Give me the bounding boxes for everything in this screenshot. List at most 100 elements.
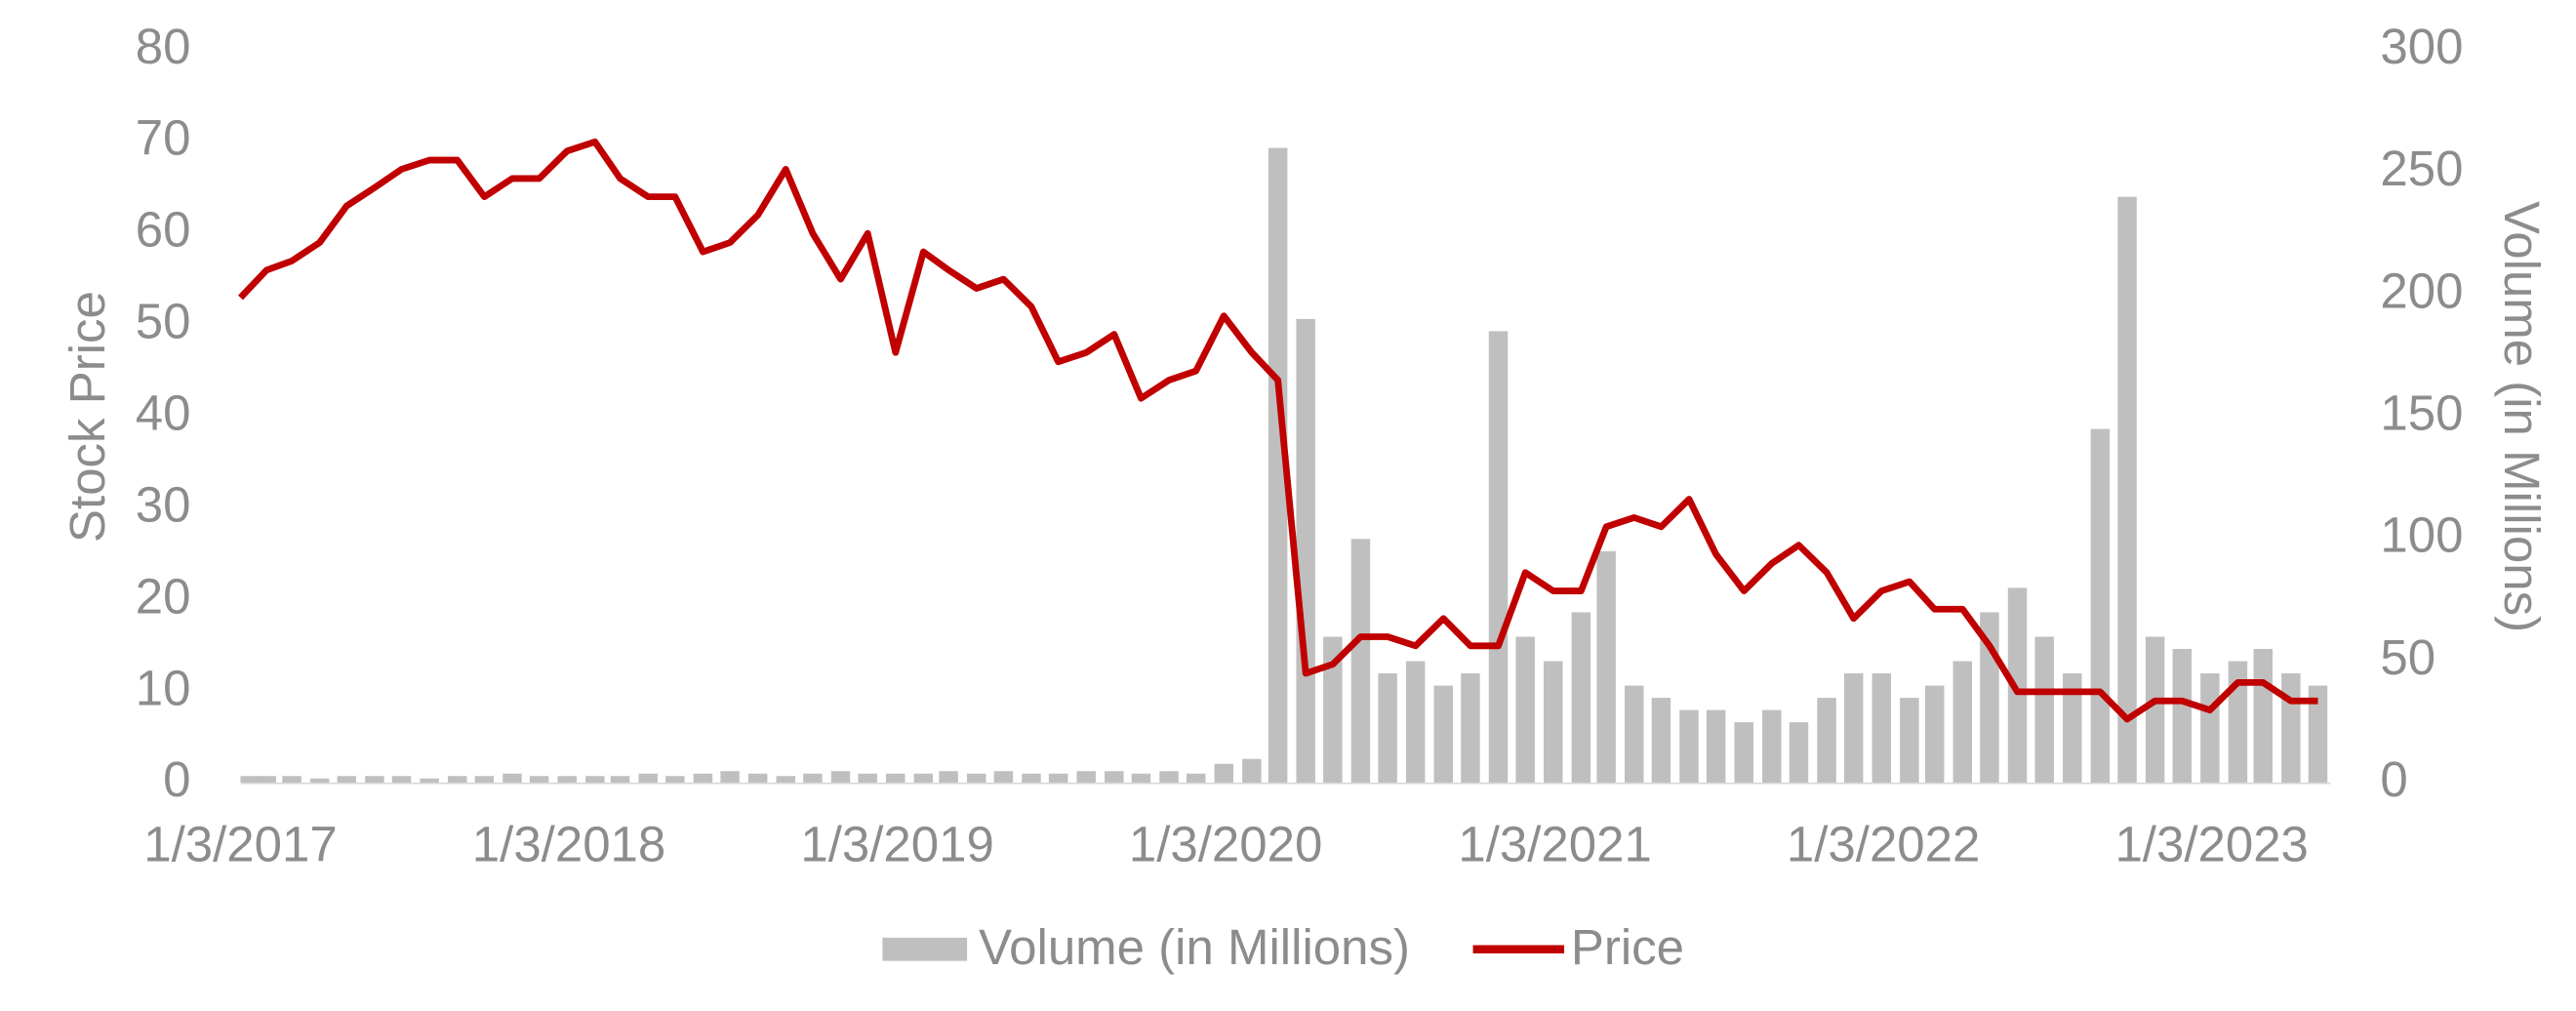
volume-bar: [365, 776, 384, 784]
price-line: [238, 138, 2318, 723]
volume-bar: [1131, 773, 1151, 784]
volume-bar: [913, 773, 934, 784]
y-tick-label: 50: [136, 294, 191, 349]
volume-bar: [665, 776, 685, 784]
legend-label: Volume (in Millions): [979, 919, 1410, 975]
volume-bar: [993, 771, 1014, 784]
volume-bar: [830, 771, 851, 784]
y2-tick-label: 150: [2380, 385, 2463, 441]
y2-axis-label: Volume (in Millions): [2494, 201, 2550, 632]
volume-bar: [391, 776, 412, 784]
volume-bar: [529, 776, 549, 784]
volume-bar: [1186, 773, 1206, 784]
y2-tick-label: 200: [2380, 263, 2463, 318]
x-tick-label: 1/3/2022: [1787, 817, 1980, 872]
y2-tick-label: 0: [2380, 751, 2407, 807]
y-tick-label: 60: [136, 202, 191, 258]
volume-bar: [309, 778, 330, 784]
volume-bar: [1900, 698, 1919, 784]
volume-bar: [1433, 685, 1454, 784]
y2-tick-label: 250: [2380, 141, 2463, 196]
y-tick-label: 0: [163, 751, 190, 807]
volume-bar: [1734, 722, 1753, 784]
volume-bar: [1625, 685, 1644, 784]
volume-bar: [1488, 331, 1509, 784]
volume-bar: [2253, 648, 2273, 784]
volume-bar: [1706, 709, 1726, 784]
volume-bar: [2281, 673, 2301, 784]
volume-bar: [240, 776, 260, 784]
volume-bar: [1651, 698, 1671, 784]
x-tick-label: 1/3/2018: [472, 817, 665, 872]
volume-bar: [803, 773, 823, 784]
volume-bar: [1843, 673, 1864, 784]
volume-bar: [2172, 648, 2193, 784]
x-tick-label: 1/3/2021: [1458, 817, 1651, 872]
volume-bar: [1924, 685, 1945, 784]
volume-bar: [886, 773, 906, 784]
volume-bar: [2308, 685, 2328, 784]
x-tick-label: 1/3/2020: [1129, 817, 1322, 872]
volume-bar: [1105, 771, 1124, 784]
volume-bar: [1378, 673, 1397, 784]
volume-bar: [1242, 758, 1262, 784]
volume-bar: [1461, 673, 1480, 784]
y-axis-label: Stock Price: [60, 291, 115, 543]
y-tick-label: 40: [136, 385, 191, 441]
volume-bar: [1872, 673, 1892, 784]
volume-bar: [1817, 698, 1836, 784]
volume-bar: [337, 776, 357, 784]
y-tick-label: 30: [136, 476, 191, 532]
x-tick-label: 1/3/2023: [2114, 817, 2308, 872]
volume-bar: [585, 776, 605, 784]
volume-bar: [1214, 763, 1234, 784]
volume-bar: [2117, 196, 2137, 784]
volume-bar: [2090, 428, 2111, 784]
volume-bar: [720, 771, 740, 784]
volume-bar: [474, 776, 495, 784]
volume-bar: [1571, 612, 1591, 784]
volume-bar: [1762, 709, 1782, 784]
legend-label: Price: [1571, 919, 1684, 975]
volume-bar: [939, 771, 958, 784]
volume-bar: [1296, 318, 1315, 784]
y-tick-label: 10: [136, 660, 191, 715]
y-tick-label: 80: [136, 19, 191, 74]
volume-bar: [557, 776, 577, 784]
legend-swatch: [882, 937, 968, 961]
y2-tick-label: 300: [2380, 19, 2463, 74]
volume-bar: [1022, 773, 1041, 784]
volume-bar: [1596, 550, 1616, 784]
volume-bar: [420, 778, 439, 784]
volume-bar: [1323, 636, 1343, 784]
volume-bar: [1405, 661, 1426, 784]
volume-bar: [1268, 147, 1288, 784]
volume-bar: [2145, 636, 2165, 784]
volume-bar: [776, 776, 795, 784]
volume-bar: [638, 773, 658, 784]
volume-bar: [1952, 661, 1973, 784]
volume-bar: [693, 773, 713, 784]
volume-bar: [2200, 673, 2220, 784]
volume-bar: [1350, 539, 1371, 784]
volume-bar: [503, 773, 522, 784]
volume-bar: [1515, 636, 1535, 784]
volume-bar: [1679, 709, 1699, 784]
volume-bar: [1544, 661, 1563, 784]
volume-bar: [858, 773, 877, 784]
volume-bar: [447, 776, 467, 784]
volume-bar: [966, 773, 986, 784]
x-tick-label: 1/3/2019: [800, 817, 993, 872]
volume-bar: [257, 776, 276, 784]
volume-bar: [1048, 773, 1068, 784]
volume-bar: [610, 776, 630, 784]
y-tick-label: 70: [136, 110, 191, 166]
volume-bar: [282, 776, 302, 784]
volume-bar: [2063, 673, 2082, 784]
y2-tick-label: 100: [2380, 507, 2463, 563]
x-tick-label: 1/3/2017: [143, 817, 337, 872]
volume-bar: [1076, 771, 1096, 784]
y-tick-label: 20: [136, 568, 191, 624]
